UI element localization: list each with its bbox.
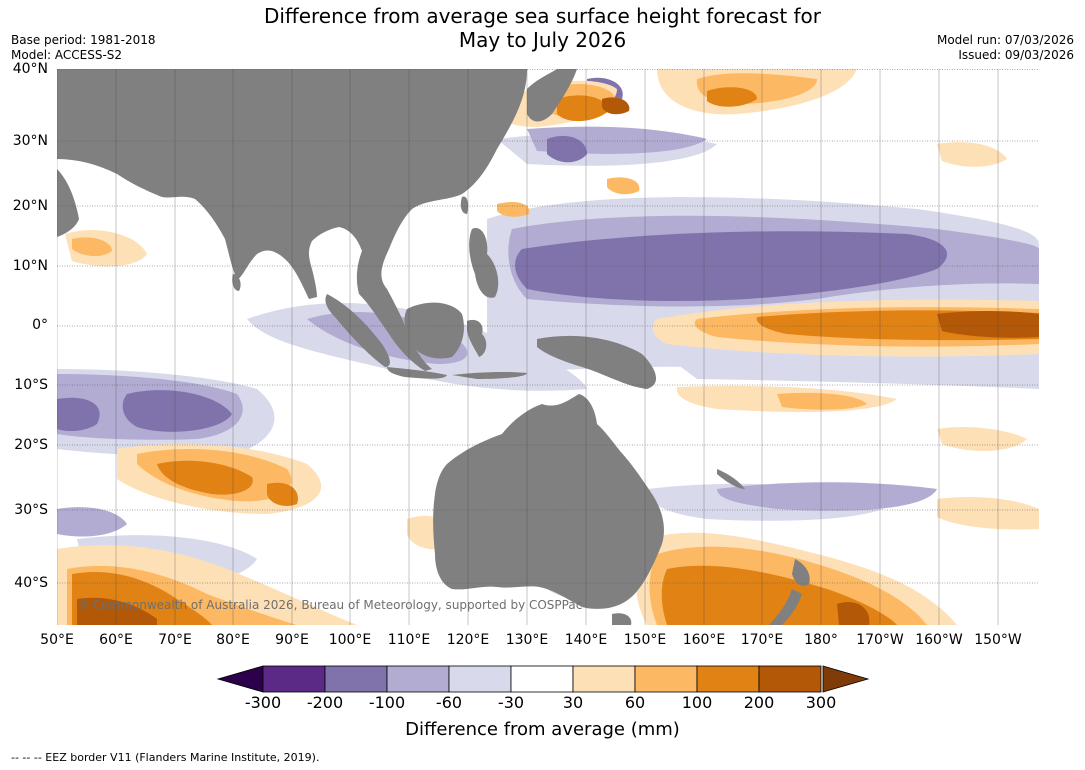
colorbar-cell xyxy=(448,665,512,693)
lon-label: 180° xyxy=(804,632,838,648)
eez-legend-note: -- -- -- EEZ border V11 (Flanders Marine… xyxy=(11,751,320,764)
colorbar-tick: -300 xyxy=(244,693,282,712)
colorbar-tick: -100 xyxy=(368,693,406,712)
lon-label: 80°E xyxy=(216,632,250,648)
colorbar-cell xyxy=(510,665,574,693)
lon-label: 120°E xyxy=(446,632,490,648)
metadata-right: Model run: 07/03/2026 Issued: 09/03/2026 xyxy=(937,33,1074,63)
issued-date: Issued: 09/03/2026 xyxy=(958,48,1074,62)
colorbar-tick: -30 xyxy=(497,693,525,712)
anomaly-dark-orange xyxy=(72,87,1039,625)
lat-label: 20°N xyxy=(12,198,48,214)
map-title: Difference from average sea surface heig… xyxy=(0,4,1085,52)
copyright-notice: © Commonwealth of Australia 2026, Bureau… xyxy=(77,598,583,612)
colorbar-cell xyxy=(572,665,636,693)
colorbar-cell xyxy=(696,665,760,693)
lat-label: 10°N xyxy=(12,258,48,274)
colorbar-tick: -200 xyxy=(306,693,344,712)
lon-label: 170°E xyxy=(740,632,784,648)
map-panel xyxy=(57,69,1039,625)
lat-label: 10°S xyxy=(14,377,48,393)
colorbar-tick: 200 xyxy=(743,693,775,712)
colorbar-cells xyxy=(262,665,822,693)
colorbar-tick: 300 xyxy=(805,693,837,712)
lon-label: 60°E xyxy=(99,632,133,648)
lon-label: 160°W xyxy=(915,632,963,648)
lon-label: 150°E xyxy=(623,632,667,648)
model-run: Model run: 07/03/2026 xyxy=(936,33,1074,47)
lat-label: 40°S xyxy=(14,575,48,591)
meridians xyxy=(57,69,999,625)
colorbar-label: Difference from average (mm) xyxy=(405,719,680,740)
lat-label: 20°S xyxy=(14,437,48,453)
lon-label: 150°W xyxy=(974,632,1022,648)
colorbar-tick: -60 xyxy=(435,693,463,712)
colorbar xyxy=(216,665,870,693)
lon-label: 50°E xyxy=(40,632,74,648)
colorbar-cell xyxy=(262,665,326,693)
lat-label: 0° xyxy=(32,317,48,333)
lat-label: 30°S xyxy=(14,502,48,518)
title-line-2: May to July 2026 xyxy=(458,28,627,52)
lat-label: 40°N xyxy=(12,61,48,77)
lon-label: 170°W xyxy=(856,632,904,648)
lat-label: 30°N xyxy=(12,133,48,149)
lon-label: 130°E xyxy=(505,632,549,648)
lon-label: 110°E xyxy=(387,632,431,648)
metadata-left: Base period: 1981-2018 Model: ACCESS-S2 xyxy=(11,33,156,63)
model-name: Model: ACCESS-S2 xyxy=(11,48,123,62)
colorbar-cell xyxy=(324,665,388,693)
lon-label: 140°E xyxy=(564,632,608,648)
graticule xyxy=(57,69,1039,584)
base-period: Base period: 1981-2018 xyxy=(11,33,156,47)
colorbar-over-arrow xyxy=(822,665,870,693)
colorbar-cell xyxy=(634,665,698,693)
lon-label: 160°E xyxy=(682,632,726,648)
lon-label: 70°E xyxy=(158,632,192,648)
colorbar-under-arrow xyxy=(216,665,264,693)
colorbar-cell xyxy=(758,665,822,693)
colorbar-cell xyxy=(386,665,450,693)
lon-label: 100°E xyxy=(328,632,372,648)
anomaly-darkest-orange xyxy=(77,97,1039,625)
lon-label: 90°E xyxy=(275,632,309,648)
colorbar-tick: 100 xyxy=(681,693,713,712)
colorbar-tick: 60 xyxy=(624,693,646,712)
title-line-1: Difference from average sea surface heig… xyxy=(263,4,822,28)
colorbar-tick: 30 xyxy=(562,693,584,712)
sea-height-map xyxy=(57,69,1039,625)
